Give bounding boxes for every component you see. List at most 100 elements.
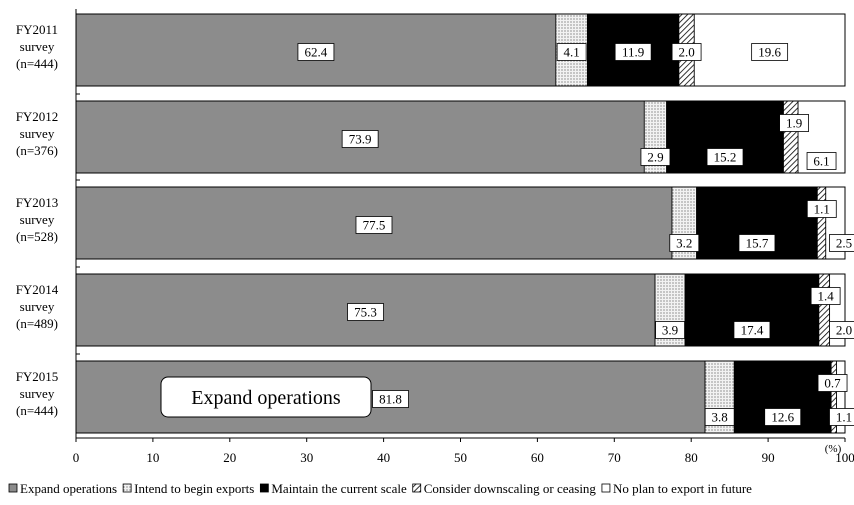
data-label-noplan: 1.1	[836, 410, 852, 425]
data-label-maintain: 17.4	[741, 323, 764, 338]
x-tick-label: 50	[454, 450, 467, 465]
legend-label: Maintain the current scale	[271, 481, 407, 496]
data-label-noplan-box	[829, 408, 854, 426]
bar-outline	[75, 360, 846, 434]
x-tick-label: 90	[762, 450, 775, 465]
x-axis: 0 10 20 30 40 50 60 70 80 90 100(%)	[73, 437, 854, 465]
legend-label: Consider downscaling or ceasing	[424, 481, 597, 496]
annotation-text: Expand operations	[191, 387, 341, 409]
x-tick-label: 0	[73, 450, 80, 465]
category-label: FY2014	[16, 282, 59, 297]
data-label-downscale: 2.0	[678, 45, 694, 60]
data-label-noplan-box	[751, 43, 789, 61]
x-tick-label: 60	[531, 450, 544, 465]
data-label-maintain-box	[614, 43, 652, 61]
data-label-expand-box	[347, 303, 384, 321]
data-label-expand-box	[355, 216, 393, 234]
category-label: FY2015	[16, 369, 59, 384]
data-label-noplan: 2.5	[836, 236, 852, 251]
bar-segment	[818, 273, 831, 347]
category-label: survey	[20, 299, 55, 314]
legend-swatch	[122, 483, 132, 493]
annotation-box	[160, 376, 372, 418]
data-label-downscale-box	[671, 43, 702, 61]
category-label: (n=376)	[16, 143, 58, 158]
x-tick-label: 40	[377, 450, 390, 465]
bar-outline	[75, 13, 846, 87]
data-label-intend-box	[704, 408, 735, 426]
category-label: survey	[20, 386, 55, 401]
bar-segment	[816, 186, 827, 260]
bar-outline	[75, 186, 846, 260]
bar-outline	[75, 100, 846, 174]
category-label: survey	[20, 212, 55, 227]
category-label: survey	[20, 39, 55, 54]
data-label-expand-box	[341, 130, 379, 148]
data-label-downscale-box	[810, 287, 841, 305]
category-label: (n=528)	[16, 229, 58, 244]
x-unit-label: (%)	[825, 443, 842, 455]
category-label: (n=444)	[16, 56, 58, 71]
data-label-noplan-box	[806, 152, 837, 170]
legend-label: Intend to begin exports	[134, 481, 254, 496]
annotation-group: Expand operations	[160, 376, 372, 418]
data-label-expand-box	[372, 390, 409, 408]
data-label-maintain: 12.6	[771, 410, 794, 425]
data-label-downscale: 1.1	[814, 202, 830, 217]
data-label-intend-box	[655, 321, 685, 339]
y-axis-labels: FY2011 survey (n=444) FY2012 survey (n=376) FY…	[16, 22, 59, 418]
data-label-intend: 3.8	[712, 410, 728, 425]
data-label-downscale: 0.7	[824, 376, 841, 391]
x-tick-label: 30	[300, 450, 313, 465]
x-tick-label: 10	[146, 450, 159, 465]
legend-swatch	[412, 483, 422, 493]
bar-outline	[75, 273, 846, 347]
category-label: FY2012	[16, 109, 59, 124]
data-label-downscale: 1.4	[817, 289, 834, 304]
data-label-downscale-box	[779, 114, 809, 132]
legend-swatch	[259, 483, 269, 493]
data-label-intend: 3.9	[662, 323, 678, 338]
data-label-expand: 75.3	[354, 305, 377, 320]
x-tick-label: 80	[685, 450, 698, 465]
category-label: FY2013	[16, 195, 59, 210]
category-label: survey	[20, 126, 55, 141]
data-label-intend: 3.2	[676, 236, 692, 251]
data-label-noplan: 19.6	[758, 45, 781, 60]
data-label-intend: 2.9	[647, 150, 663, 165]
bar-segment	[783, 100, 799, 174]
category-label: (n=489)	[16, 316, 58, 331]
category-label: (n=444)	[16, 403, 58, 418]
x-tick-label: 100	[835, 450, 854, 465]
legend-label: No plan to export in future	[613, 481, 752, 496]
legend-label: Expand operations	[20, 481, 117, 496]
data-label-maintain-box	[738, 234, 776, 252]
category-label: FY2011	[16, 22, 58, 37]
data-label-downscale-box	[817, 374, 848, 392]
data-label-noplan: 6.1	[813, 154, 829, 169]
data-label-intend: 4.1	[563, 45, 579, 60]
data-label-intend-box	[669, 234, 700, 252]
data-label-downscale-box	[806, 200, 837, 218]
data-label-expand: 81.8	[379, 392, 402, 407]
data-labels-group: 62.4 4.1 11.9 2.0 19.6 73.9 2.9 15.2 1.9 6.1 77.5 3…	[297, 43, 854, 426]
data-label-maintain-box	[764, 408, 802, 426]
data-label-maintain-box	[733, 321, 771, 339]
data-label-noplan-box	[829, 234, 854, 252]
data-label-maintain: 15.2	[714, 150, 737, 165]
data-label-expand: 77.5	[363, 218, 386, 233]
x-tick-label: 20	[223, 450, 236, 465]
data-label-expand-box	[297, 43, 335, 61]
legend-swatch	[8, 483, 18, 493]
data-label-maintain: 11.9	[622, 45, 644, 60]
data-label-expand: 62.4	[305, 45, 328, 60]
data-label-downscale: 1.9	[786, 116, 802, 131]
data-label-maintain-box	[706, 148, 744, 166]
data-label-maintain: 15.7	[746, 236, 769, 251]
legend: Expand operations Intend to begin exports…	[8, 481, 752, 496]
data-label-intend-box	[640, 148, 671, 166]
x-tick-label: 70	[608, 450, 621, 465]
bars-group	[75, 13, 846, 434]
data-label-intend-box	[556, 43, 587, 61]
